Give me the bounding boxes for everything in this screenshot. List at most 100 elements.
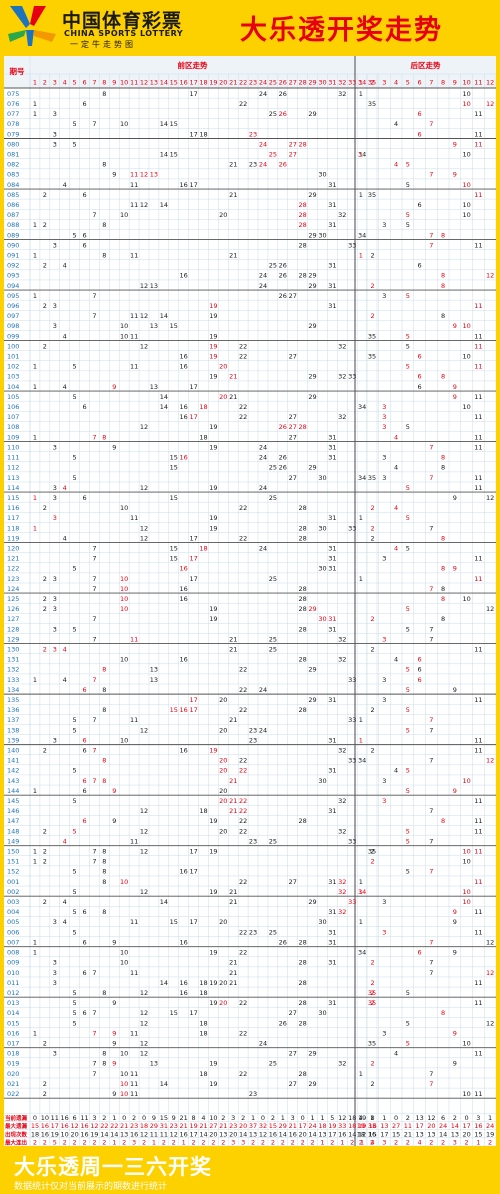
back-ball-mark: 2 [371,1080,375,1088]
front-ball-mark: 13 [150,322,158,330]
back-number-header: 11 [474,79,482,87]
front-stat-value: 2 [33,1139,37,1146]
front-ball-mark: 15 [170,494,178,502]
back-ball-mark: 5 [406,423,410,431]
front-ball-mark: 11 [130,171,138,179]
front-stat-value: 16 [41,1130,49,1138]
back-ball-mark: 10 [462,322,470,330]
trend-chart: 期号 前区走势 后区走势 1 2 3 4 5 6 7 8 9 10 11 12 13 14 15 16 17 18 19 2… [4,56,496,1146]
front-ball-mark: 24 [259,282,267,290]
back-ball-mark: 11 [474,241,482,249]
front-ball-mark: 18 [199,130,207,138]
front-stat-value: 20 [298,1130,306,1138]
back-ball-mark: 10 [462,858,470,866]
draw-period-label: 081 [7,150,19,158]
front-ball-mark: 1 [33,383,37,391]
back-stat-value: 19 [486,1130,494,1138]
page-title: 大乐透开奖走势 [240,15,443,46]
front-stat-value: 11 [51,1114,59,1122]
front-stat-value: 12 [170,1130,178,1138]
front-stat-value: 16 [41,1122,49,1130]
draw-period-label: 139 [7,736,19,744]
back-ball-mark: 6 [418,201,422,209]
front-ball-mark: 16 [180,181,188,189]
back-ball-mark: 7 [429,524,433,532]
front-ball-mark: 33 [348,373,356,381]
draw-period-label: 108 [7,423,19,431]
brand-name-cn: 中国体育彩票 [62,10,183,32]
front-ball-mark: 9 [112,171,116,179]
front-ball-mark: 5 [73,716,77,724]
front-stat-value: 22 [110,1122,118,1130]
front-ball-mark: 14 [160,898,168,906]
front-number-header: 2 [43,79,47,87]
front-ball-mark: 3 [53,241,57,249]
draw-period-label: 120 [7,544,19,552]
front-ball-mark: 6 [82,969,86,977]
draw-period-label: 093 [7,272,19,280]
back-ball-mark: 8 [441,534,445,542]
back-ball-mark: 10 [462,1090,470,1098]
back-stat-value: 0 [394,1114,398,1122]
front-ball-mark: 18 [199,1029,207,1037]
back-ball-mark: 11 [474,140,482,148]
front-ball-mark: 21 [229,716,237,724]
draw-period-label: 075 [7,90,19,98]
back-stat-value: 16 [474,1122,482,1130]
back-ball-mark: 11 [474,130,482,138]
front-ball-mark: 18 [199,979,207,987]
front-ball-mark: 3 [53,494,57,502]
front-ball-mark: 1 [33,524,37,532]
draw-period-label: 126 [7,605,19,613]
front-ball-mark: 17 [189,918,197,926]
front-ball-mark: 1 [33,858,37,866]
back-ball-mark: 3 [382,797,386,805]
front-ball-mark: 19 [209,848,217,856]
front-ball-mark: 23 [249,1090,257,1098]
front-ball-mark: 21 [229,373,237,381]
front-ball-mark: 31 [328,878,336,886]
front-ball-mark: 16 [180,656,188,664]
front-stat-value: 21 [219,1122,227,1130]
back-ball-mark: 4 [394,544,398,552]
back-ball-mark: 7 [429,585,433,593]
back-ball-mark: 10 [462,211,470,219]
front-ball-mark: 31 [328,938,336,946]
draw-period-label: 116 [7,504,19,512]
front-ball-mark: 7 [92,585,96,593]
back-ball-mark: 7 [429,938,433,946]
front-stat-value: 19 [90,1130,98,1138]
draw-period-label: 076 [7,100,19,108]
back-ball-mark: 12 [486,494,494,502]
back-ball-mark: 7 [429,1080,433,1088]
front-ball-mark: 5 [73,827,77,835]
front-stat-value: 2 [350,1139,354,1146]
back-ball-mark: 4 [394,1050,398,1058]
draw-period-label: 079 [7,130,19,138]
back-ball-mark: 8 [441,595,445,603]
front-ball-mark: 3 [53,625,57,633]
front-ball-mark: 14 [160,403,168,411]
back-stat-value: 6 [441,1114,445,1122]
front-stat-value: 2 [172,1139,176,1146]
front-ball-mark: 3 [53,645,57,653]
back-ball-mark: 6 [418,676,422,684]
front-ball-mark: 12 [140,534,148,542]
front-ball-mark: 28 [298,999,306,1007]
front-ball-mark: 5 [73,767,77,775]
footer-title: 大乐透周一三六开奖 [14,1155,212,1179]
back-stat-value: 1 [476,1139,480,1146]
back-ball-mark: 4 [394,161,398,169]
back-ball-mark: 9 [453,322,457,330]
front-ball-mark: 5 [73,140,77,148]
front-ball-mark: 32 [338,1060,346,1068]
front-ball-mark: 8 [102,989,106,997]
front-ball-mark: 8 [102,868,106,876]
back-ball-mark: 5 [406,837,410,845]
front-ball-mark: 29 [308,696,316,704]
back-ball-mark: 7 [429,716,433,724]
lottery-logo-icon [8,6,56,46]
draw-period-label: 004 [7,908,19,916]
front-ball-mark: 22 [239,797,247,805]
back-ball-mark: 2 [371,615,375,623]
